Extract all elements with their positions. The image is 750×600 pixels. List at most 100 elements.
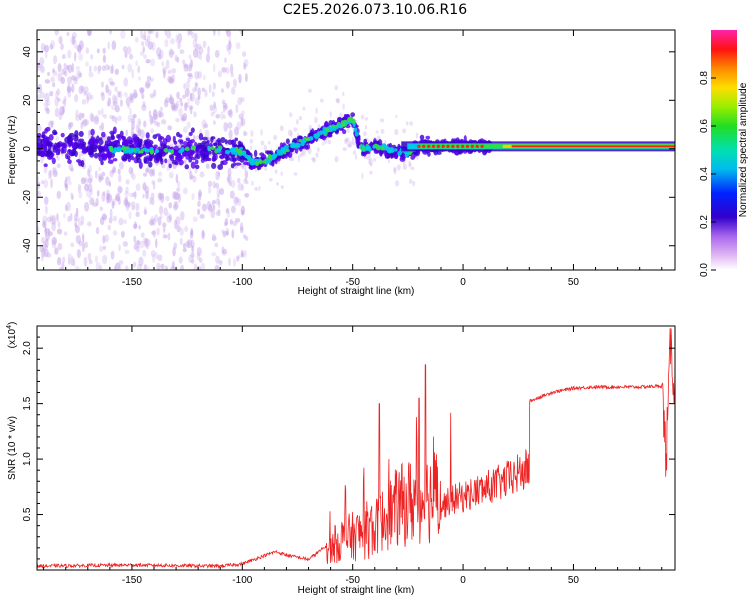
spectrum-core-dot: [353, 127, 358, 133]
spectrum-noise-dot: [43, 102, 49, 108]
spectrum-band-dot: [345, 124, 351, 129]
spectrum-noise-dot: [230, 180, 236, 189]
spectrum-band-dot: [425, 135, 431, 140]
spectrum-noise-dot: [218, 259, 223, 266]
x-tick-label: -100: [232, 575, 252, 586]
spectrum-noise-dot: [37, 175, 40, 182]
y-tick-label: 20: [22, 94, 33, 106]
spectrum-noise-dot: [208, 83, 212, 94]
spectrum-noise-dot: [189, 92, 193, 102]
spectrum-noise-dot: [344, 138, 349, 145]
spectrum-noise-dot: [37, 65, 41, 72]
spectrum-noise-dot: [175, 100, 180, 109]
spectrum-noise-dot: [149, 115, 154, 125]
spectrum-noise-dot: [101, 213, 108, 220]
spectrum-noise-dot: [211, 104, 218, 114]
spectrum-noise-dot: [192, 87, 197, 93]
spectrum-band-dot: [259, 152, 265, 156]
colorbar-tick-label: 0.6: [699, 119, 710, 133]
spectrum-noise-dot: [393, 167, 397, 175]
spectrum-noise-dot: [225, 67, 230, 74]
spectrum-noise-dot: [234, 217, 241, 223]
spectrum-band-dot: [104, 140, 109, 146]
spectrum-noise-dot: [291, 157, 294, 162]
spectrum-noise-dot: [57, 97, 61, 102]
spectrum-noise-dot: [207, 180, 213, 187]
spectrum-noise-dot: [67, 86, 72, 93]
spectrum-noise-dot: [205, 53, 211, 63]
spectrum-noise-dot: [83, 91, 88, 96]
spectrum-noise-dot: [172, 191, 177, 200]
spectrum-noise-dot: [160, 263, 165, 270]
spectrum-noise-dot: [199, 171, 205, 178]
spectrum-noise-dot: [110, 104, 117, 111]
spectrum-noise-dot: [102, 65, 106, 72]
spectrum-noise-dot: [143, 120, 147, 128]
spectrum-noise-dot: [124, 191, 130, 197]
spectrum-core-dot: [140, 148, 144, 154]
spectrum-core-dot: [190, 144, 196, 151]
spectrum-noise-dot: [201, 203, 207, 212]
spectrum-noise-dot: [193, 48, 199, 59]
spectrum-band-dot: [229, 157, 235, 162]
spectrum-noise-dot: [125, 265, 129, 270]
spectrum-noise-dot: [244, 192, 250, 198]
spectrum-noise-dot: [134, 36, 139, 43]
spectrum-noise-dot: [224, 102, 228, 110]
spectrum-noise-dot: [112, 230, 118, 236]
spectrum-noise-dot: [243, 130, 247, 136]
spectrum-noise-dot: [49, 214, 53, 222]
spectrum-noise-dot: [73, 218, 78, 227]
spectrum-noise-dot: [229, 63, 234, 74]
spectrum-noise-dot: [89, 94, 94, 100]
spectrum-noise-dot: [37, 181, 41, 190]
spectrum-noise-dot: [229, 218, 233, 225]
spectrum-noise-dot: [215, 198, 221, 205]
spectrum-noise-dot: [229, 190, 235, 199]
spectrum-noise-dot: [244, 177, 248, 182]
spectrum-noise-dot: [104, 234, 109, 243]
spectrum-noise-dot: [131, 68, 135, 79]
spectrum-noise-dot: [96, 190, 100, 197]
tone-red-dot: [456, 144, 460, 148]
spectrum-noise-dot: [37, 124, 42, 133]
spectrum-noise-dot: [302, 149, 306, 156]
spectrum-noise-dot: [89, 65, 92, 73]
spectrum-noise-dot: [84, 119, 90, 126]
spectrum-noise-dot: [221, 246, 225, 255]
spectrum-noise-dot: [61, 261, 65, 270]
spectrum-noise-dot: [211, 199, 216, 205]
spectrum-noise-dot: [122, 241, 129, 247]
spectrum-noise-dot: [70, 167, 74, 172]
spectrum-noise-dot: [44, 196, 49, 205]
spectrum-noise-dot: [146, 75, 152, 81]
spectrum-noise-dot: [117, 174, 122, 183]
spectrum-core-dot: [341, 122, 346, 128]
spectrum-noise-dot: [250, 130, 254, 137]
spectrum-core-dot: [280, 148, 287, 153]
spectrum-noise-dot: [43, 248, 49, 258]
spectrum-noise-dot: [308, 88, 312, 93]
spectrum-noise-dot: [147, 41, 154, 50]
spectrum-noise-dot: [152, 168, 156, 177]
spectrum-noise-dot: [112, 167, 116, 174]
spectrum-band-dot: [399, 156, 406, 161]
spectrum-noise-dot: [402, 164, 408, 171]
spectrum-band-dot: [100, 131, 106, 138]
spectrum-noise-dot: [372, 157, 377, 162]
spectrum-band-dot: [165, 134, 172, 143]
colorbar-ticks: 0.0 0.2 0.4 0.6 0.8: [699, 71, 716, 277]
spectrum-noise-dot: [189, 59, 193, 69]
spectrum-noise-dot: [52, 167, 57, 173]
spectrum-noise-dot: [102, 54, 106, 64]
spectrum-noise-dot: [145, 59, 151, 64]
spectrum-noise-dot: [241, 184, 244, 192]
spectrum-noise-dot: [267, 140, 271, 145]
spectrum-noise-dot: [182, 242, 187, 249]
spectrum-noise-dot: [236, 255, 240, 262]
spectrum-noise-dot: [170, 38, 175, 45]
spectrum-noise-dot: [176, 225, 181, 233]
spectrum-noise-dot: [45, 232, 50, 241]
spectrum-noise-dot: [178, 107, 183, 117]
spectrum-noise-dot: [135, 211, 140, 218]
